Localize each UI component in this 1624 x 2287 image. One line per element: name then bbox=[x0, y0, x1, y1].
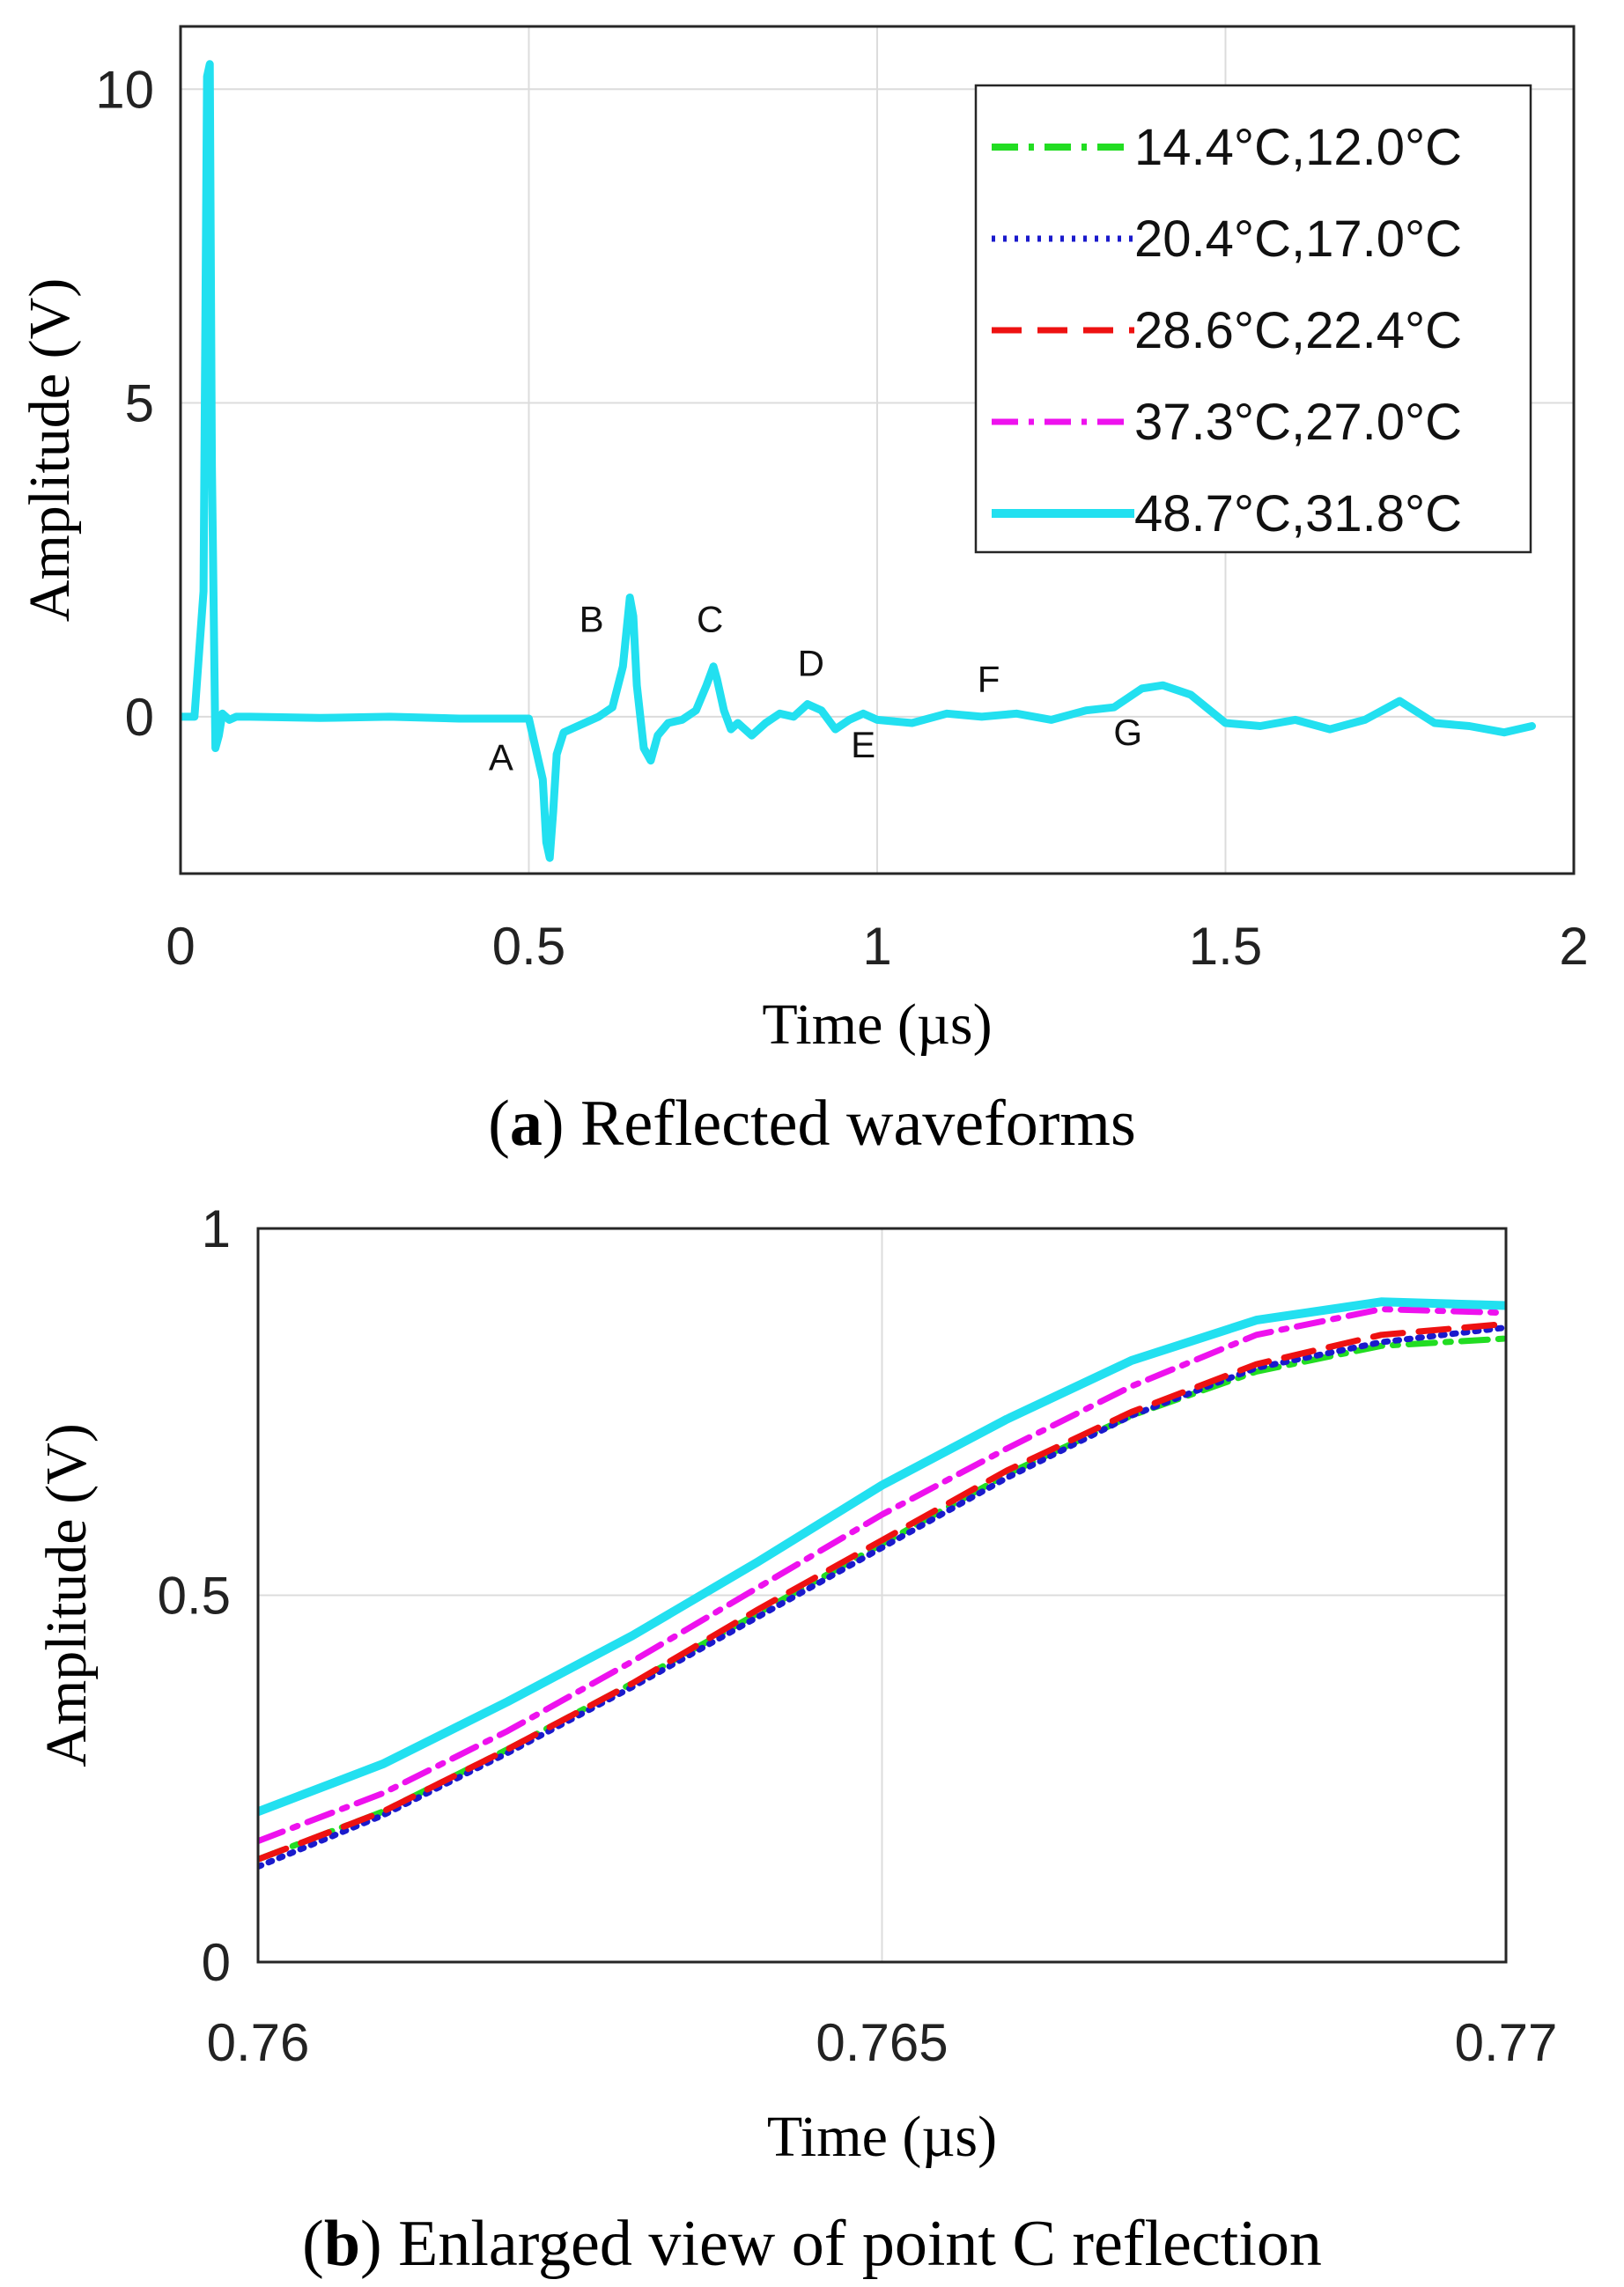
panel-b-y-tick-label: 0 bbox=[202, 1933, 231, 1992]
panel-b-caption: (b) Enlarged view of point C reflection bbox=[302, 2208, 1322, 2280]
legend-label-3: 28.6°C,22.4°C bbox=[1134, 302, 1462, 359]
panel-b-tick-labels: 0.76 0.765 0.77 0 0.5 1 bbox=[158, 1199, 1558, 2072]
panel-b-axes-frame bbox=[256, 1227, 1508, 1964]
panel-a-chart: 0 0.5 1 1.5 2 0 5 10 A B C DE F G 14.4°C,12.0°C 20.4°… bbox=[18, 25, 1589, 1160]
legend-box bbox=[974, 84, 1532, 554]
panel-a-series-line-5 bbox=[181, 60, 1536, 862]
legend-label-2: 20.4°C,17.0°C bbox=[1134, 210, 1462, 268]
panel-a-caption-text: Reflected waveforms bbox=[580, 1088, 1136, 1160]
panel-a-annotation-a: A bbox=[489, 736, 513, 778]
panel-a-y-tick-label: 5 bbox=[125, 374, 154, 433]
panel-a-annotation-c: C bbox=[697, 599, 723, 640]
panel-a-x-tick-label: 0.5 bbox=[492, 917, 565, 976]
panel-a-legend: 14.4°C,12.0°C 20.4°C,17.0°C 28.6°C,22.4°C 3… bbox=[974, 84, 1532, 554]
panel-a-annotations: A B C DE F G bbox=[489, 599, 1142, 778]
panel-a-x-tick-label: 1.5 bbox=[1189, 917, 1262, 976]
panel-b-y-axis-label: Amplitude (V) bbox=[34, 1423, 99, 1767]
panel-a-annotation-b: B bbox=[579, 599, 604, 640]
panel-a-annotation-f: F bbox=[978, 658, 1000, 699]
panel-b-caption-text: Enlarged view of point C reflection bbox=[398, 2208, 1322, 2280]
panel-b-y-tick-label: 0.5 bbox=[158, 1567, 231, 1626]
panel-a-annotation-g: G bbox=[1113, 712, 1142, 753]
panel-a-y-tick-label: 0 bbox=[125, 688, 154, 747]
panel-b-chart: 0.76 0.765 0.77 0 0.5 1 Time (µs) Amplitude (… bbox=[34, 1199, 1557, 2280]
panel-b-grid bbox=[257, 1228, 1507, 1963]
panel-b-series-line-5 bbox=[258, 1297, 1506, 1817]
panel-a-axes-frame bbox=[179, 25, 1576, 875]
panel-a-y-axis-label: Amplitude (V) bbox=[18, 278, 82, 622]
panel-a-tick-labels: 0 0.5 1 1.5 2 0 5 10 bbox=[95, 60, 1588, 976]
panel-b-series-line-4 bbox=[258, 1306, 1506, 1845]
panel-a-caption-label: a bbox=[510, 1088, 543, 1160]
panel-a-x-tick-label: 2 bbox=[1559, 917, 1588, 976]
panel-a-x-tick-label: 0 bbox=[166, 917, 195, 976]
legend-label-1: 14.4°C,12.0°C bbox=[1134, 119, 1462, 176]
panel-b-y-tick-label: 1 bbox=[202, 1199, 231, 1258]
panel-b-series bbox=[258, 1297, 1506, 1870]
panel-a-caption: (a) Reflected waveforms bbox=[488, 1088, 1136, 1160]
panel-a-annotation-e: E bbox=[851, 724, 875, 765]
panel-b-x-tick-label: 0.765 bbox=[816, 2013, 948, 2072]
legend-label-5: 48.7°C,31.8°C bbox=[1134, 485, 1462, 542]
panel-a-y-tick-label: 10 bbox=[95, 60, 154, 119]
panel-b-series-line-3 bbox=[258, 1320, 1506, 1863]
panel-b-caption-label: b bbox=[324, 2208, 360, 2280]
panel-b-x-tick-label: 0.77 bbox=[1455, 2013, 1558, 2072]
panel-b-x-tick-label: 0.76 bbox=[207, 2013, 310, 2072]
panel-a-series bbox=[181, 60, 1536, 862]
panel-a-annotation-d: D bbox=[798, 643, 824, 684]
panel-a-x-tick-label: 1 bbox=[862, 917, 891, 976]
panel-a-x-axis-label: Time (µs) bbox=[762, 992, 992, 1057]
legend-label-4: 37.3°C,27.0°C bbox=[1134, 394, 1462, 451]
panel-b-x-axis-label: Time (µs) bbox=[767, 2105, 997, 2169]
panel-b-series-line-2 bbox=[258, 1324, 1506, 1870]
